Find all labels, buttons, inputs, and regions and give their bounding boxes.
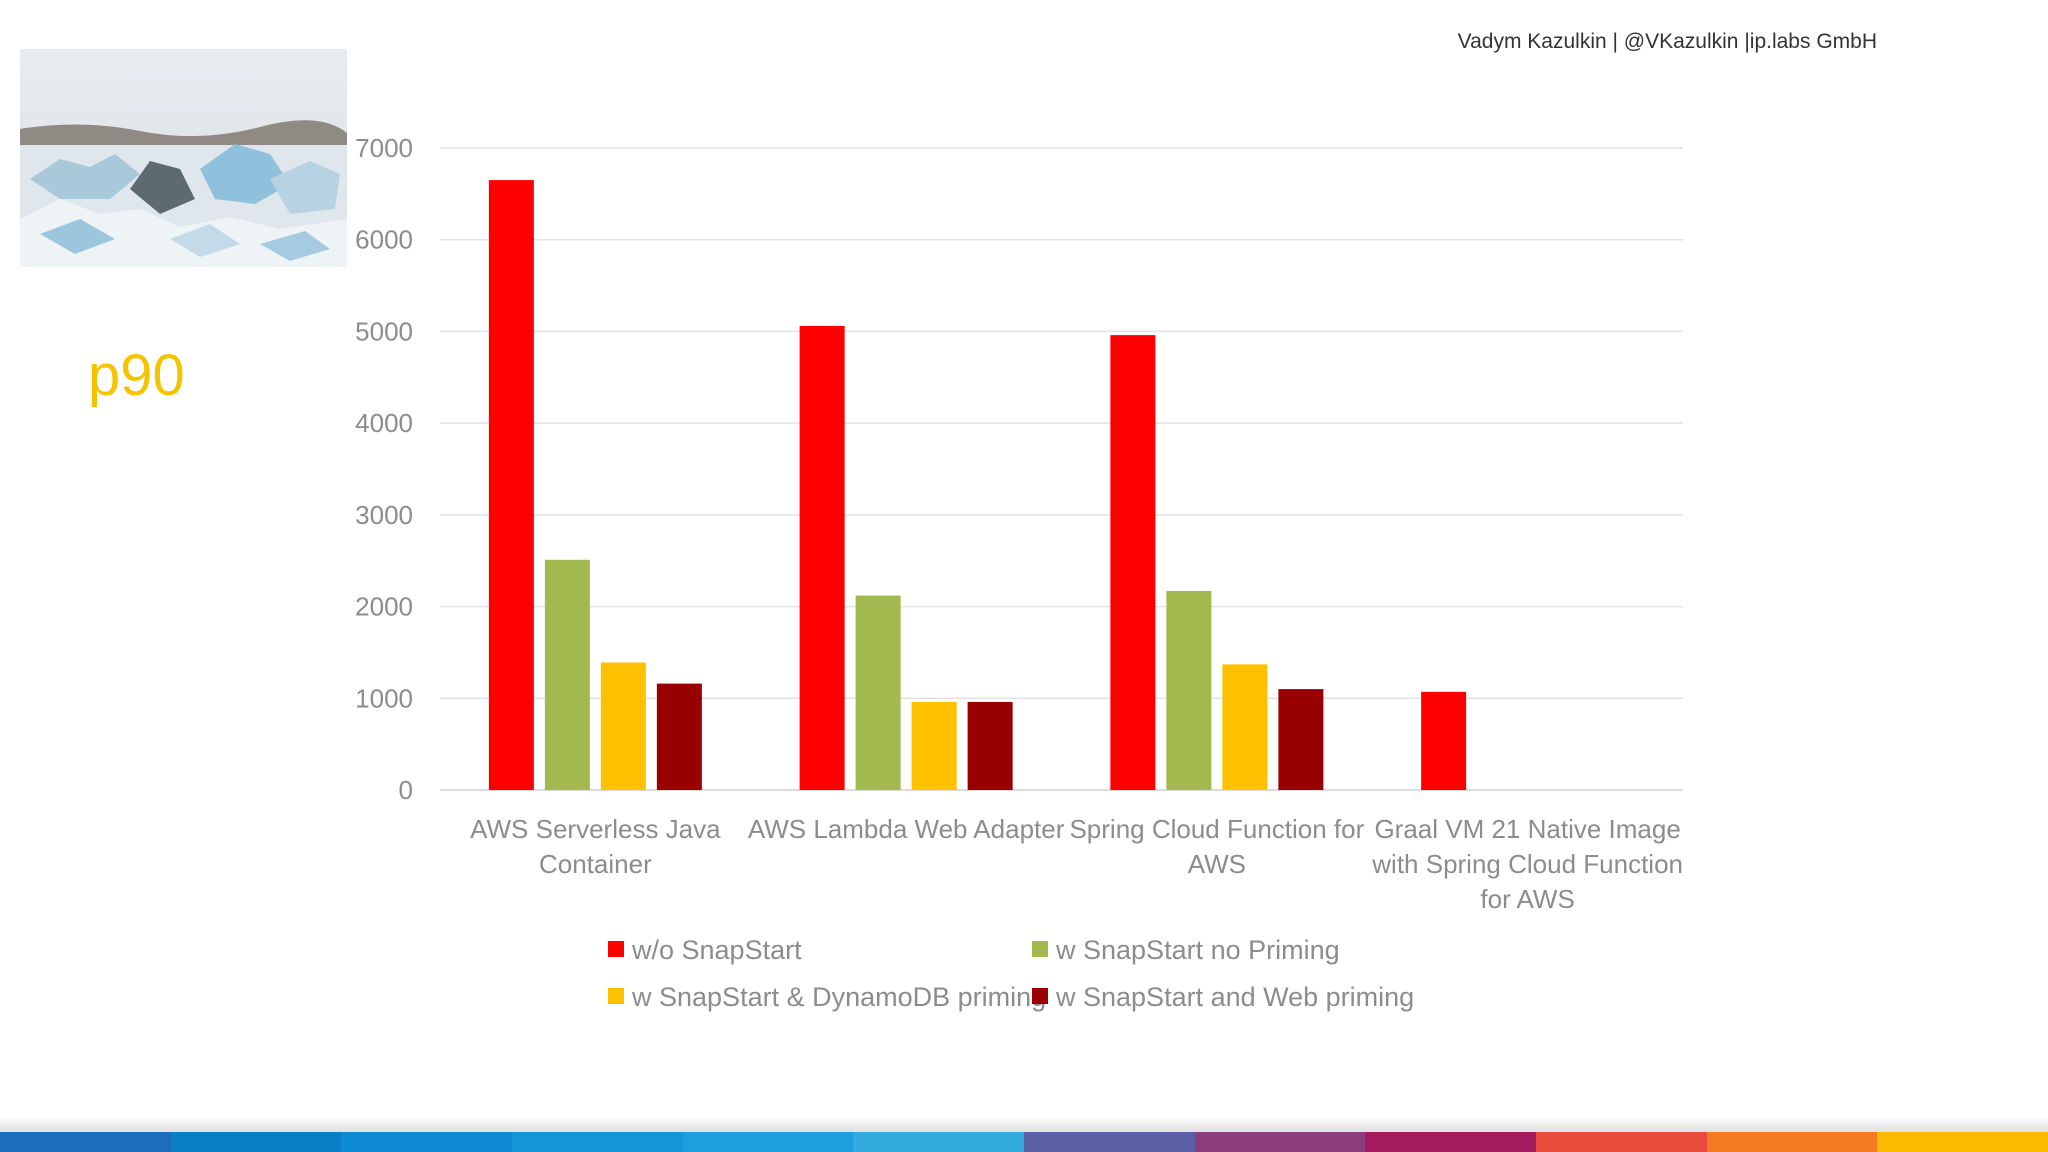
legend-swatch-4 [1032, 988, 1048, 1004]
bar-1-series-1 [488, 180, 534, 791]
legend-swatch-3 [608, 988, 624, 1004]
legend-label-1: w/o SnapStart [631, 935, 802, 965]
bar-3-series-2 [1166, 590, 1212, 790]
bar-2-series-2 [855, 595, 901, 790]
stripe-segment-7 [1024, 1132, 1195, 1152]
bar-1-series-4 [656, 683, 702, 790]
bar-1-series-3 [600, 662, 646, 790]
author-credit: Vadym Kazulkin | @VKazulkin |ip.labs Gmb… [1457, 30, 1877, 53]
stripe-segment-9 [1365, 1132, 1537, 1152]
y-tick-label-5000: 5000 [355, 316, 413, 346]
x-category-label-3: Spring Cloud Function for AWS [1069, 814, 1364, 879]
y-tick-label-2000: 2000 [355, 592, 413, 622]
bar-2-series-4 [967, 701, 1013, 790]
footer-color-stripe [0, 1132, 2048, 1152]
legend-label-2: w SnapStart no Priming [1055, 935, 1340, 965]
legend-label-3: w SnapStart & DynamoDB priming [631, 982, 1046, 1012]
stripe-segment-1 [0, 1132, 171, 1152]
bar-2-series-3 [911, 701, 957, 790]
legend-swatch-1 [608, 941, 624, 957]
legend-swatch-2 [1032, 941, 1048, 957]
x-category-label-1: AWS Serverless Java Container [470, 814, 721, 879]
stripe-segment-12 [1877, 1132, 2048, 1152]
stripe-segment-11 [1706, 1132, 1878, 1152]
stripe-segment-2 [170, 1132, 342, 1152]
y-tick-label-6000: 6000 [355, 225, 413, 255]
stripe-segment-6 [853, 1132, 1025, 1152]
x-category-label-4: Graal VM 21 Native Image with Spring Clou… [1371, 814, 1683, 914]
bar-3-series-4 [1278, 689, 1324, 790]
bar-3-series-3 [1222, 664, 1268, 790]
footer-shadow [0, 1116, 2048, 1132]
stripe-segment-5 [682, 1132, 854, 1152]
y-tick-label-0: 0 [399, 775, 413, 805]
stripe-segment-10 [1536, 1132, 1707, 1152]
stripe-segment-8 [1194, 1132, 1366, 1152]
percentile-label: p90 [88, 343, 185, 408]
glacier-ice-photo [20, 49, 347, 267]
x-category-label-2: AWS Lambda Web Adapter [748, 814, 1065, 844]
legend-label-4: w SnapStart and Web priming [1055, 982, 1414, 1012]
y-tick-label-4000: 4000 [355, 408, 413, 438]
y-tick-label-3000: 3000 [355, 500, 413, 530]
bar-3-series-1 [1110, 335, 1156, 790]
y-tick-label-1000: 1000 [355, 683, 413, 713]
stripe-segment-3 [341, 1132, 513, 1152]
bar-1-series-2 [544, 559, 590, 790]
y-tick-label-7000: 7000 [355, 133, 413, 163]
stripe-segment-4 [512, 1132, 683, 1152]
bar-2-series-1 [799, 325, 845, 790]
bar-4-series-1 [1421, 691, 1467, 790]
